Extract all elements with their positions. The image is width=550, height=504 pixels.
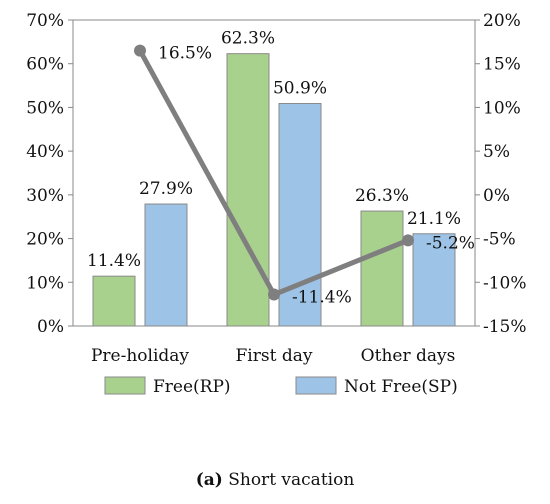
bar-data-label: 27.9%: [139, 179, 193, 199]
caption-label: (a): [195, 470, 223, 490]
left-axis-tick-label: 20%: [26, 230, 64, 250]
bar: [360, 210, 404, 327]
legend-swatch: [104, 376, 146, 395]
right-axis-tick-label: 15%: [483, 55, 521, 75]
left-axis-tick-label: 60%: [26, 55, 64, 75]
right-axis-tick-label: -5%: [483, 230, 516, 250]
line-data-label: -11.4%: [292, 288, 352, 308]
right-axis-tick-label: -10%: [483, 273, 527, 293]
legend-label: Not Free(SP): [344, 377, 458, 397]
bar-data-label: 21.1%: [407, 209, 461, 229]
line-point: [134, 44, 146, 57]
chart: 0% 10% 20% 30% 40% 50% 60% 70% -15% -10% -5% 0% 5% 10…: [26, 11, 527, 397]
line-point: [268, 288, 280, 301]
line-data-label: 16.5%: [158, 44, 212, 64]
line-data-label: -5.2%: [426, 233, 475, 253]
line-point: [402, 234, 414, 247]
right-axis-tick-label: 0%: [483, 186, 510, 206]
left-axis-tick-label: 30%: [26, 186, 64, 206]
caption-text: Short vacation: [222, 470, 355, 490]
legend-label: Free(RP): [153, 377, 231, 397]
left-axis-tick-label: 0%: [37, 317, 64, 337]
right-axis-tick-label: 5%: [483, 142, 510, 162]
left-axis-tick-label: 70%: [26, 11, 64, 31]
bar-data-label: 26.3%: [355, 186, 409, 206]
right-axis-tick-label: 20%: [483, 11, 521, 31]
bar: [412, 233, 456, 327]
left-axis-tick-label: 50%: [26, 98, 64, 118]
bar-data-label: 62.3%: [221, 29, 275, 49]
bar-data-label: 50.9%: [273, 78, 327, 98]
right-axis-tick-label: -15%: [483, 317, 527, 337]
x-axis-category-label: Pre-holiday: [91, 346, 189, 366]
bar: [226, 53, 270, 327]
left-axis-tick-label: 10%: [26, 273, 64, 293]
plot-frame: [72, 19, 476, 327]
bar-data-label: 11.4%: [87, 251, 141, 271]
bar: [144, 203, 188, 327]
right-axis-tick-label: 10%: [483, 98, 521, 118]
figure-caption: (a) Short vacation: [0, 470, 550, 490]
bar: [92, 275, 136, 327]
x-axis-category-label: First day: [236, 346, 313, 366]
x-axis-category-label: Other days: [361, 346, 456, 366]
legend-swatch: [295, 376, 337, 395]
left-axis-tick-label: 40%: [26, 142, 64, 162]
